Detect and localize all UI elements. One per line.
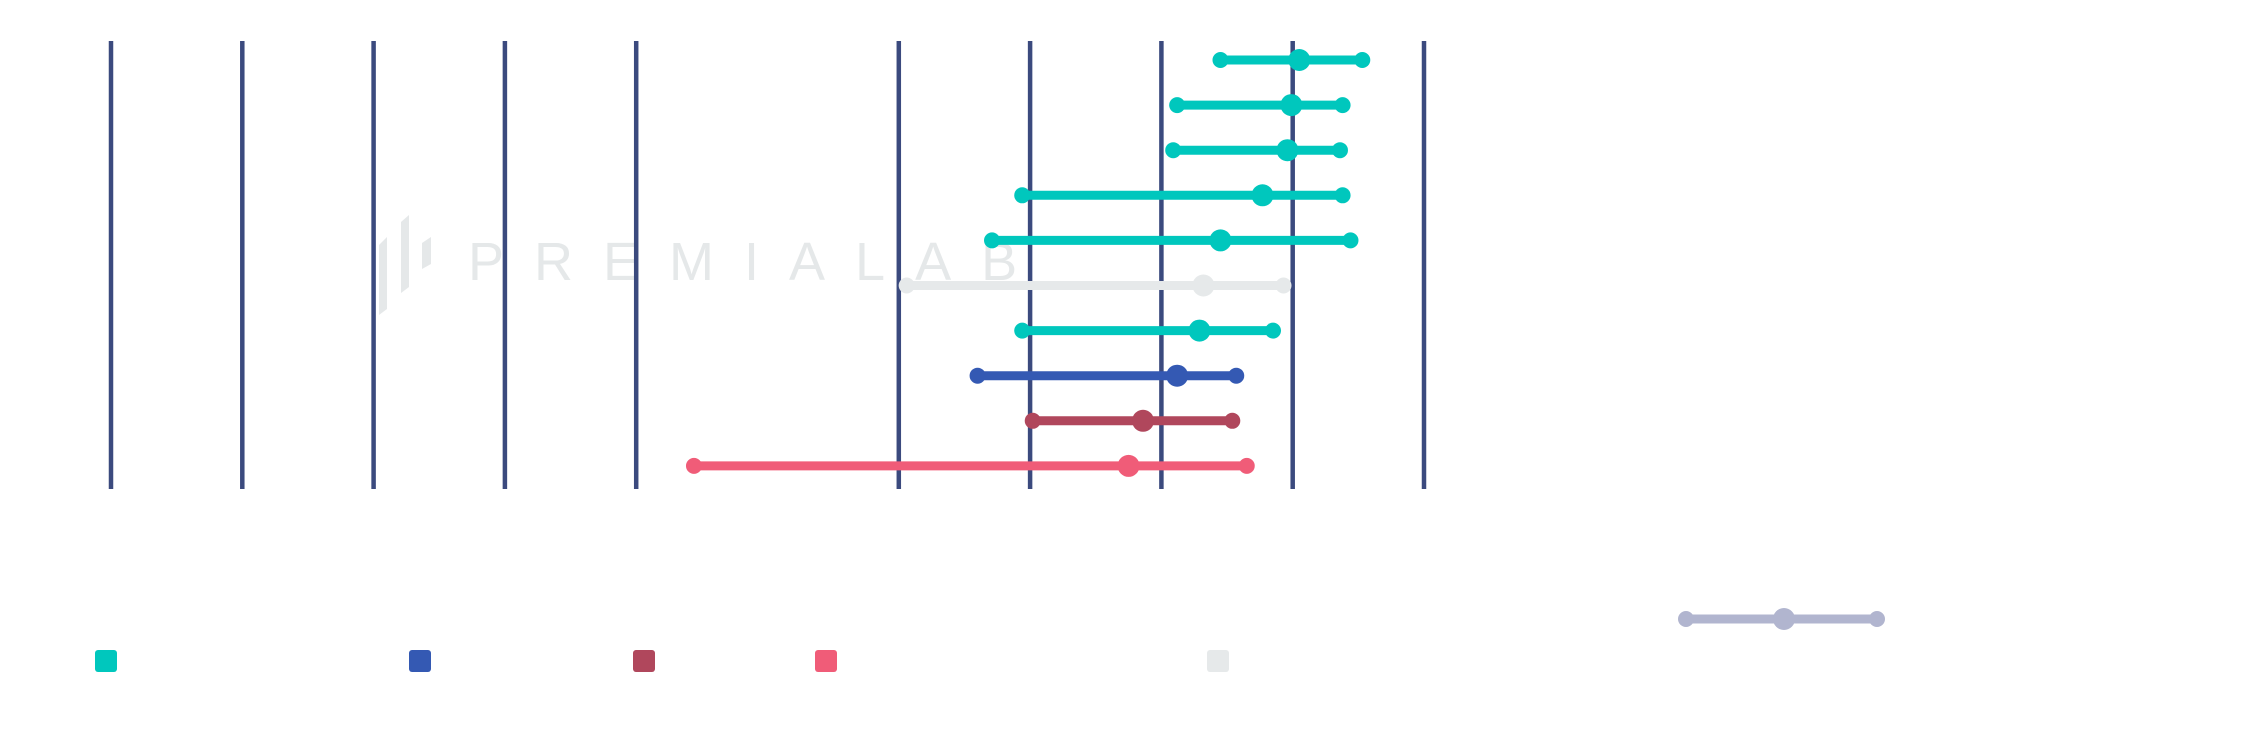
- max-dot: [1265, 322, 1282, 339]
- range-row[interactable]: [1165, 139, 1348, 162]
- value-dot: [1192, 274, 1215, 297]
- legend-swatch: [1207, 650, 1229, 672]
- range-row[interactable]: [1169, 94, 1351, 117]
- value-dot: [1209, 229, 1232, 252]
- min-dot: [1024, 412, 1041, 429]
- min-dot: [984, 232, 1001, 249]
- min-dot: [969, 367, 986, 384]
- range-row[interactable]: [1014, 184, 1351, 207]
- legend-swatch: [815, 650, 837, 672]
- value-dot: [1166, 364, 1189, 387]
- min-dot: [1014, 322, 1031, 339]
- max-dot: [1224, 412, 1241, 429]
- legend-item-light_grey[interactable]: [1207, 650, 1229, 672]
- value-dot: [1188, 319, 1211, 342]
- min-dot: [1212, 52, 1229, 68]
- range-icon-value-dot: [1773, 608, 1795, 630]
- premialab-logo-icon: [379, 215, 431, 315]
- value-dot: [1288, 49, 1311, 71]
- legend-item-blue[interactable]: [409, 650, 431, 672]
- data-rows: [685, 49, 1371, 477]
- max-dot: [1228, 367, 1245, 384]
- min-dot: [685, 457, 702, 474]
- range-row[interactable]: [1024, 409, 1241, 432]
- range-row[interactable]: [898, 274, 1292, 297]
- value-dot: [1117, 454, 1140, 477]
- range-row[interactable]: [685, 454, 1255, 477]
- max-dot: [1275, 277, 1292, 294]
- value-dot: [1276, 139, 1299, 162]
- range-row[interactable]: [969, 364, 1245, 387]
- legend: [95, 650, 1229, 672]
- max-dot: [1238, 457, 1255, 474]
- max-dot: [1334, 187, 1351, 204]
- legend-range-icon: [1678, 608, 1885, 630]
- legend-item-maroon[interactable]: [633, 650, 655, 672]
- max-dot: [1331, 142, 1348, 159]
- value-dot: [1132, 409, 1155, 432]
- range-icon-min-dot: [1678, 611, 1694, 627]
- value-dot: [1251, 184, 1274, 207]
- legend-swatch: [633, 650, 655, 672]
- legend-swatch: [95, 650, 117, 672]
- max-dot: [1354, 52, 1371, 68]
- range-row[interactable]: [1212, 49, 1371, 71]
- max-dot: [1342, 232, 1359, 249]
- min-dot: [1169, 97, 1186, 114]
- max-dot: [1334, 97, 1351, 114]
- value-dot: [1280, 94, 1303, 117]
- range-row[interactable]: [1014, 319, 1282, 342]
- min-dot: [1014, 187, 1031, 204]
- legend-swatch: [409, 650, 431, 672]
- min-dot: [898, 277, 915, 294]
- legend-item-teal[interactable]: [95, 650, 117, 672]
- legend-item-pink[interactable]: [815, 650, 837, 672]
- premialab-watermark: PREMIALAB: [379, 215, 1017, 315]
- min-dot: [1165, 142, 1182, 159]
- range-row[interactable]: [984, 229, 1359, 252]
- range-icon-max-dot: [1869, 611, 1885, 627]
